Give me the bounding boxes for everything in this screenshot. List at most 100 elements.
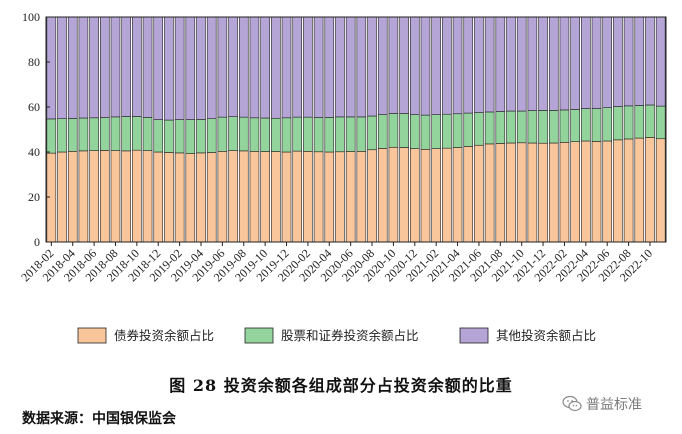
bar-2021-11-series-2 [527, 110, 538, 144]
bar-2022-07-series-2 [613, 106, 623, 141]
bar-2020-12-series-1 [409, 148, 420, 243]
bar-2019-12-series-2 [281, 117, 292, 153]
bar-2019-05-series-1 [206, 152, 217, 243]
bar-2018-06-series-3 [89, 16, 99, 119]
bar-2020-09-series-1 [377, 148, 388, 243]
bar-2018-06-series-1 [89, 150, 99, 243]
bar-2019-06-series-2 [217, 116, 228, 152]
bar-2018-09-series-2 [121, 116, 131, 152]
bar-2019-10-series-3 [260, 16, 270, 119]
bar-2022-02-series-1 [559, 142, 570, 243]
bar-2019-07-series-2 [228, 116, 238, 151]
bar-2020-05-series-2 [335, 116, 345, 153]
bar-2021-10-series-1 [516, 142, 527, 243]
legend-label-1: 债券投资余额占比 [114, 328, 214, 343]
bar-2019-10-series-2 [260, 117, 270, 152]
bar-2018-04-series-1 [67, 151, 78, 243]
bar-2018-11-series-1 [142, 150, 153, 243]
bar-2021-01-series-1 [420, 149, 431, 243]
bar-2022-11-series-1 [655, 138, 666, 243]
bar-2021-01-series-3 [420, 16, 431, 116]
bar-2020-12-series-2 [409, 114, 420, 149]
bar-2018-10-series-3 [132, 16, 142, 117]
bar-2018-10-series-1 [132, 149, 142, 243]
bar-2018-07-series-2 [100, 117, 110, 151]
bar-2021-11-series-3 [527, 16, 538, 111]
bar-2022-02-series-3 [559, 16, 570, 111]
bar-2021-08-series-2 [495, 111, 506, 144]
legend-swatch-2 [244, 327, 274, 344]
bar-2021-11-series-1 [527, 142, 538, 243]
bar-2019-09-series-3 [249, 16, 260, 119]
y-tick-label-100: 100 [22, 10, 40, 24]
bar-2019-05-series-3 [206, 16, 217, 119]
bar-2020-01-series-1 [292, 150, 303, 243]
bar-2019-07-series-1 [228, 150, 238, 243]
bar-2021-09-series-2 [506, 110, 516, 144]
bar-2019-02-series-3 [174, 16, 185, 120]
bar-2022-11-series-2 [655, 105, 666, 140]
bar-2021-09-series-3 [506, 16, 516, 112]
bar-2019-06-series-1 [217, 151, 228, 243]
bar-2018-11-series-3 [142, 16, 153, 118]
bar-2021-03-series-1 [442, 147, 452, 243]
legend-swatch-3 [459, 327, 489, 344]
bar-2018-09-series-1 [121, 150, 131, 243]
bar-2018-09-series-3 [121, 16, 131, 117]
bar-2022-03-series-1 [570, 141, 580, 243]
bar-2019-11-series-1 [271, 151, 281, 243]
legend-label-3: 其他投资余额占比 [496, 328, 596, 343]
bar-2019-02-series-2 [174, 119, 185, 154]
bar-2021-06-series-1 [474, 144, 484, 243]
bar-2022-08-series-3 [623, 16, 634, 107]
bar-2022-01-series-3 [548, 16, 559, 111]
bar-2020-08-series-2 [367, 115, 377, 151]
bar-2019-03-series-2 [185, 119, 196, 154]
bar-2018-04-series-2 [67, 118, 78, 152]
bar-2018-08-series-3 [110, 16, 121, 118]
bar-2021-02-series-2 [431, 114, 441, 149]
bar-2020-06-series-1 [345, 151, 356, 243]
bar-2021-07-series-3 [484, 16, 495, 113]
bar-2019-07-series-3 [228, 16, 238, 117]
bar-2020-08-series-1 [367, 149, 377, 243]
bar-2020-03-series-3 [313, 16, 324, 118]
y-tick-label-20: 20 [28, 190, 40, 204]
bar-2021-04-series-1 [452, 147, 463, 243]
bar-2020-02-series-3 [303, 16, 313, 118]
bar-2021-04-series-2 [452, 113, 463, 148]
bar-2022-08-series-1 [623, 138, 634, 243]
bar-2022-04-series-3 [581, 16, 591, 109]
bar-2022-09-series-1 [634, 137, 645, 243]
bar-2021-01-series-2 [420, 114, 431, 150]
bar-2021-04-series-3 [452, 16, 463, 115]
bar-2018-12-series-3 [153, 16, 164, 120]
bar-2020-04-series-3 [324, 16, 335, 118]
bar-2022-11-series-3 [655, 16, 666, 107]
bar-2022-07-series-1 [613, 139, 623, 243]
bar-2019-09-series-1 [249, 151, 260, 243]
bar-2018-07-series-3 [100, 16, 110, 118]
bar-2022-01-series-2 [548, 110, 559, 144]
bar-2019-12-series-1 [281, 151, 292, 243]
bar-2020-10-series-3 [388, 16, 399, 114]
bar-2019-11-series-2 [271, 117, 281, 152]
bar-2022-04-series-1 [581, 140, 591, 243]
bar-2020-02-series-1 [303, 151, 313, 243]
bar-2022-02-series-2 [559, 109, 570, 143]
bar-2021-07-series-2 [484, 111, 495, 145]
bar-2021-05-series-2 [463, 112, 474, 147]
bar-2022-03-series-2 [570, 109, 580, 142]
wechat-icon [562, 395, 582, 412]
bar-2019-09-series-2 [249, 117, 260, 152]
bar-2022-09-series-3 [634, 16, 645, 106]
bar-2019-01-series-2 [164, 119, 174, 153]
bar-2021-10-series-2 [516, 110, 527, 144]
bar-2020-11-series-3 [399, 16, 409, 114]
bar-2020-12-series-3 [409, 16, 420, 115]
bar-2018-03-series-2 [57, 118, 67, 153]
bar-2018-03-series-1 [57, 151, 67, 243]
legend-swatch-1 [77, 327, 107, 344]
bar-2020-10-series-1 [388, 146, 399, 243]
legend-label-2: 股票和证券投资余额占比 [281, 328, 419, 343]
